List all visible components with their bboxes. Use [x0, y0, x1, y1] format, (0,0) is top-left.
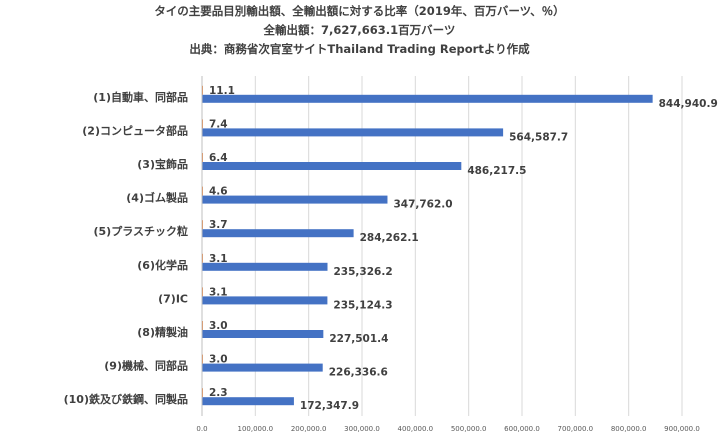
category-label: (10)鉄及び鉄鋼、同製品 [64, 392, 188, 406]
value-bar [202, 296, 328, 305]
ratio-data-label: 11.1 [209, 85, 235, 97]
chart-subtitle: 全輸出額：7,627,663.1百万バーツ [263, 23, 456, 37]
chart-source: 出典：商務省次官室サイトThailand Trading Reportより作成 [189, 42, 530, 56]
value-bar [202, 94, 653, 103]
x-tick-label: 400,000.0 [398, 425, 434, 433]
value-bar [202, 128, 504, 137]
value-data-label: 226,336.6 [329, 367, 388, 379]
x-tick-label: 500,000.0 [451, 425, 487, 433]
category-label: (8)精製油 [137, 325, 188, 339]
chart-header: タイの主要品目別輸出額、全輸出額に対する比率（2019年、百万バーツ、％） 全輸… [0, 2, 719, 59]
x-tick-label: 200,000.0 [291, 425, 327, 433]
ratio-data-label: 3.1 [209, 286, 228, 298]
ratio-data-label: 3.0 [209, 320, 228, 332]
value-bar [202, 162, 462, 170]
x-tick-label: 800,000.0 [611, 425, 647, 433]
x-tick-label: 0.0 [196, 425, 207, 433]
x-tick-label: 300,000.0 [344, 425, 380, 433]
value-bar [202, 397, 294, 406]
category-label: (1)自動車、同部品 [93, 90, 188, 104]
x-tick-label: 600,000.0 [504, 425, 540, 433]
value-bar [202, 262, 328, 271]
ratio-data-label: 4.6 [209, 186, 228, 198]
category-label: (7)IC [158, 292, 188, 305]
x-tick-label: 900,000.0 [664, 425, 700, 433]
value-bar [202, 330, 324, 338]
value-data-label: 844,940.9 [659, 98, 718, 110]
value-bar [202, 229, 354, 238]
category-label: (6)化学品 [137, 258, 188, 272]
value-data-label: 227,501.4 [329, 333, 388, 345]
ratio-data-label: 3.7 [209, 219, 228, 231]
value-data-label: 486,217.5 [467, 165, 526, 177]
chart-title: タイの主要品目別輸出額、全輸出額に対する比率（2019年、百万バーツ、％） [154, 4, 565, 18]
value-data-label: 347,762.0 [393, 199, 452, 211]
ratio-data-label: 3.0 [209, 354, 228, 366]
category-label: (2)コンピュータ部品 [82, 123, 188, 137]
value-data-label: 564,587.7 [509, 131, 568, 143]
category-label: (4)ゴム製品 [126, 191, 188, 205]
category-label: (5)プラスチック粒 [94, 224, 189, 238]
ratio-data-label: 6.4 [209, 152, 228, 164]
x-tick-label: 100,000.0 [238, 425, 274, 433]
category-label: (3)宝飾品 [137, 157, 188, 171]
value-bar [202, 195, 388, 204]
value-data-label: 235,326.2 [334, 266, 393, 278]
ratio-data-label: 3.1 [209, 253, 228, 265]
category-label: (9)機械、同部品 [104, 359, 188, 373]
value-data-label: 284,262.1 [360, 232, 419, 244]
ratio-data-label: 2.3 [209, 387, 228, 399]
x-tick-label: 700,000.0 [558, 425, 594, 433]
value-data-label: 235,124.3 [333, 299, 392, 311]
value-bar [202, 363, 323, 372]
ratio-data-label: 7.4 [209, 118, 228, 130]
value-data-label: 172,347.9 [300, 400, 359, 412]
